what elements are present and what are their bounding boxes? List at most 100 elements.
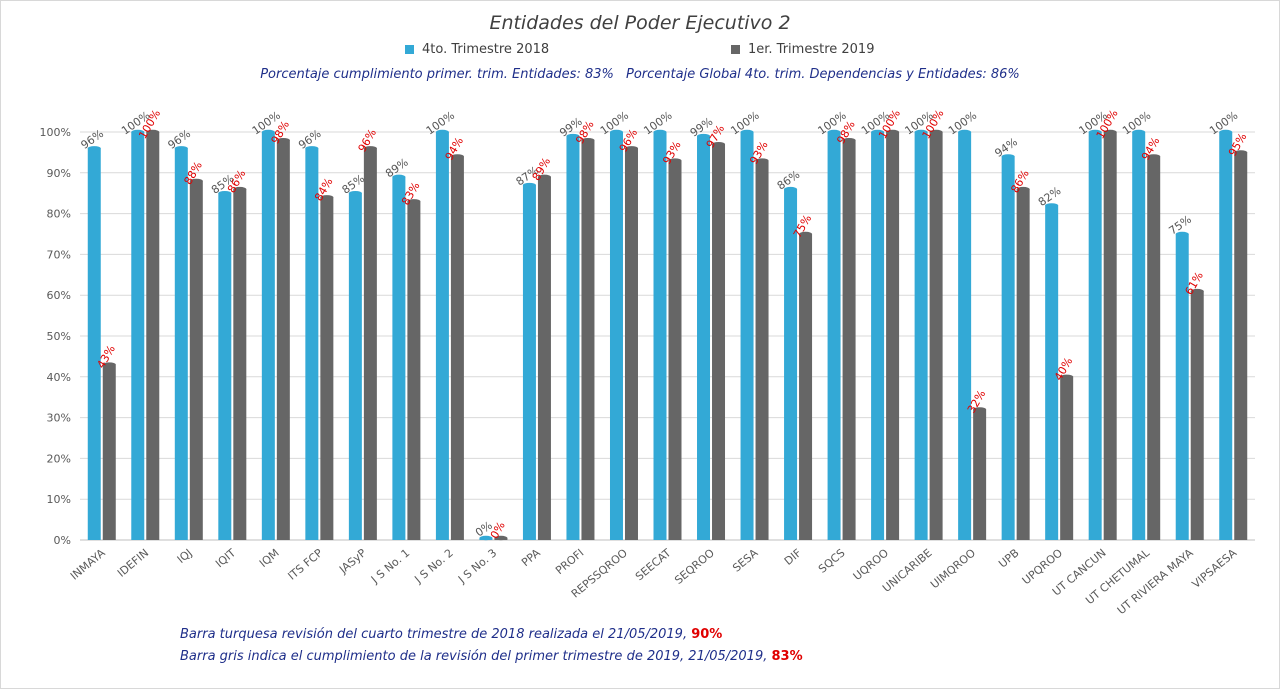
x-tick-label: IQM: [257, 546, 282, 570]
bar: [668, 160, 682, 540]
note-turquoise: Barra turquesa revisión del cuarto trime…: [180, 627, 722, 642]
x-tick-label: DIF: [782, 546, 804, 568]
bar-cap: [450, 154, 464, 159]
bar: [914, 132, 928, 540]
bar-cap: [479, 535, 493, 541]
bar-cap: [218, 191, 232, 196]
bar: [363, 148, 377, 540]
bar-cap: [740, 129, 754, 135]
bar-cap: [1088, 129, 1102, 135]
x-tick-label: IQJ: [175, 546, 195, 566]
bar-cap: [1147, 154, 1161, 159]
note-gray: Barra gris indica el cumplimiento de la …: [180, 649, 803, 664]
bar: [624, 148, 638, 540]
bar: [305, 148, 319, 540]
bar-cap: [1045, 203, 1059, 208]
y-tick-label: 0%: [54, 534, 71, 547]
bar: [407, 201, 421, 541]
bar-cap: [537, 174, 551, 180]
bar-cap: [348, 191, 362, 196]
bar: [958, 132, 972, 540]
legend-label-2019: 1er. Trimestre 2019: [748, 42, 875, 57]
x-tick-label: SQCS: [816, 546, 848, 575]
bar: [320, 197, 334, 540]
bar: [1147, 156, 1161, 541]
x-tick-label: J S No. 1: [368, 546, 412, 586]
bar-cap: [929, 129, 943, 135]
x-tick-label: VIPSAESA: [1190, 546, 1240, 591]
x-tick-label: UPB: [996, 546, 1021, 570]
x-tick-label: IQIT: [213, 546, 238, 570]
bar-cap: [320, 195, 334, 200]
bar: [827, 132, 841, 540]
bar-cap: [174, 146, 188, 151]
bar: [1088, 132, 1102, 540]
y-tick-label: 100%: [40, 126, 71, 139]
bar-cap: [712, 142, 726, 147]
bar: [146, 132, 160, 540]
bar-cap: [146, 129, 160, 135]
x-tick-label: SEQROO: [672, 546, 717, 587]
bar-cap: [1103, 129, 1117, 135]
bar-cap: [261, 129, 275, 135]
x-tick-label: SEECAT: [633, 546, 674, 583]
bar-cap: [1060, 374, 1074, 379]
x-tick-label: SESA: [730, 546, 761, 575]
bar: [1045, 205, 1059, 540]
bar: [276, 140, 290, 540]
bar: [189, 180, 203, 540]
bar: [218, 193, 232, 540]
bar-cap: [827, 129, 841, 135]
bar-cap: [102, 362, 116, 367]
bar-cap: [494, 535, 508, 541]
bar-cap: [566, 133, 580, 139]
bar: [842, 140, 856, 540]
note-gray-value: 83%: [771, 649, 803, 664]
bar-cap: [1132, 129, 1146, 135]
bar: [261, 132, 275, 540]
bar: [566, 136, 580, 540]
bar: [581, 140, 595, 540]
x-tick-label: IDEFIN: [115, 546, 151, 579]
bar-cap: [755, 158, 769, 163]
y-tick-label: 30%: [47, 412, 71, 425]
bar: [697, 136, 711, 540]
bar: [392, 176, 406, 540]
x-tick-label: JASyP: [336, 546, 369, 577]
y-tick-label: 80%: [47, 208, 71, 221]
y-tick-label: 90%: [47, 167, 71, 180]
bar-cap: [624, 146, 638, 151]
bar-cap: [1001, 154, 1015, 159]
bar-cap: [363, 146, 377, 151]
y-tick-label: 40%: [47, 371, 71, 384]
x-tick-label: INMAYA: [68, 546, 108, 583]
bar-cap: [784, 186, 798, 192]
bar: [435, 132, 449, 540]
bar: [1190, 291, 1204, 540]
bar: [233, 189, 247, 540]
y-tick-label: 10%: [47, 493, 71, 506]
bar: [1001, 156, 1015, 541]
bar-cap: [435, 129, 449, 135]
bar: [653, 132, 667, 540]
bar-cap: [581, 137, 595, 143]
bar-cap: [131, 129, 145, 135]
legend-swatch-2019: [731, 45, 740, 54]
bar: [537, 176, 551, 540]
bar: [871, 132, 885, 540]
summary-line: Porcentaje cumplimiento primer. trim. En…: [0, 67, 1280, 82]
bar-cap: [1234, 150, 1248, 155]
bar: [712, 144, 726, 541]
bar: [609, 132, 623, 540]
bar: [929, 132, 943, 540]
bar-cap: [305, 146, 319, 151]
summary-entidades: Porcentaje cumplimiento primer. trim. En…: [260, 67, 614, 82]
bar: [174, 148, 188, 540]
bar: [1103, 132, 1117, 540]
bar-cap: [914, 129, 928, 135]
bar-cap: [1016, 186, 1030, 192]
bar: [522, 185, 536, 541]
bar: [1016, 189, 1030, 540]
bar-cap: [1190, 288, 1204, 294]
